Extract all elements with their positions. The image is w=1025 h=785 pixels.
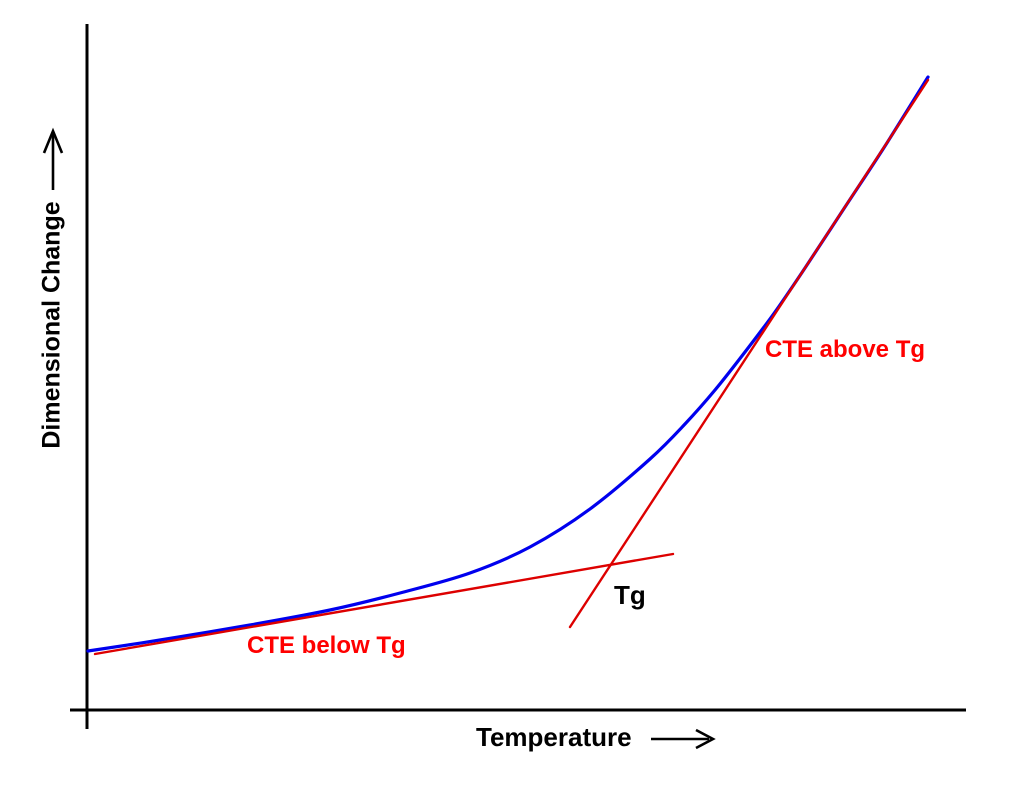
x-axis-label: Temperature — [476, 722, 632, 752]
plot-series — [86, 75, 930, 656]
cte-above-tg-tangent-path — [568, 78, 930, 629]
y-axis-label: Dimensional Change — [37, 201, 66, 449]
annotation-tg: Tg — [614, 580, 646, 610]
dimensional-change-curve-path — [86, 75, 930, 653]
annotation-cte-below-tg: CTE below Tg — [247, 632, 406, 659]
y-axis-arrow-icon — [42, 127, 64, 190]
annotation-cte-above-tg: CTE above Tg — [765, 336, 926, 363]
x-axis-arrow-icon — [651, 728, 716, 750]
cte-below-tg-tangent-path — [93, 552, 675, 656]
